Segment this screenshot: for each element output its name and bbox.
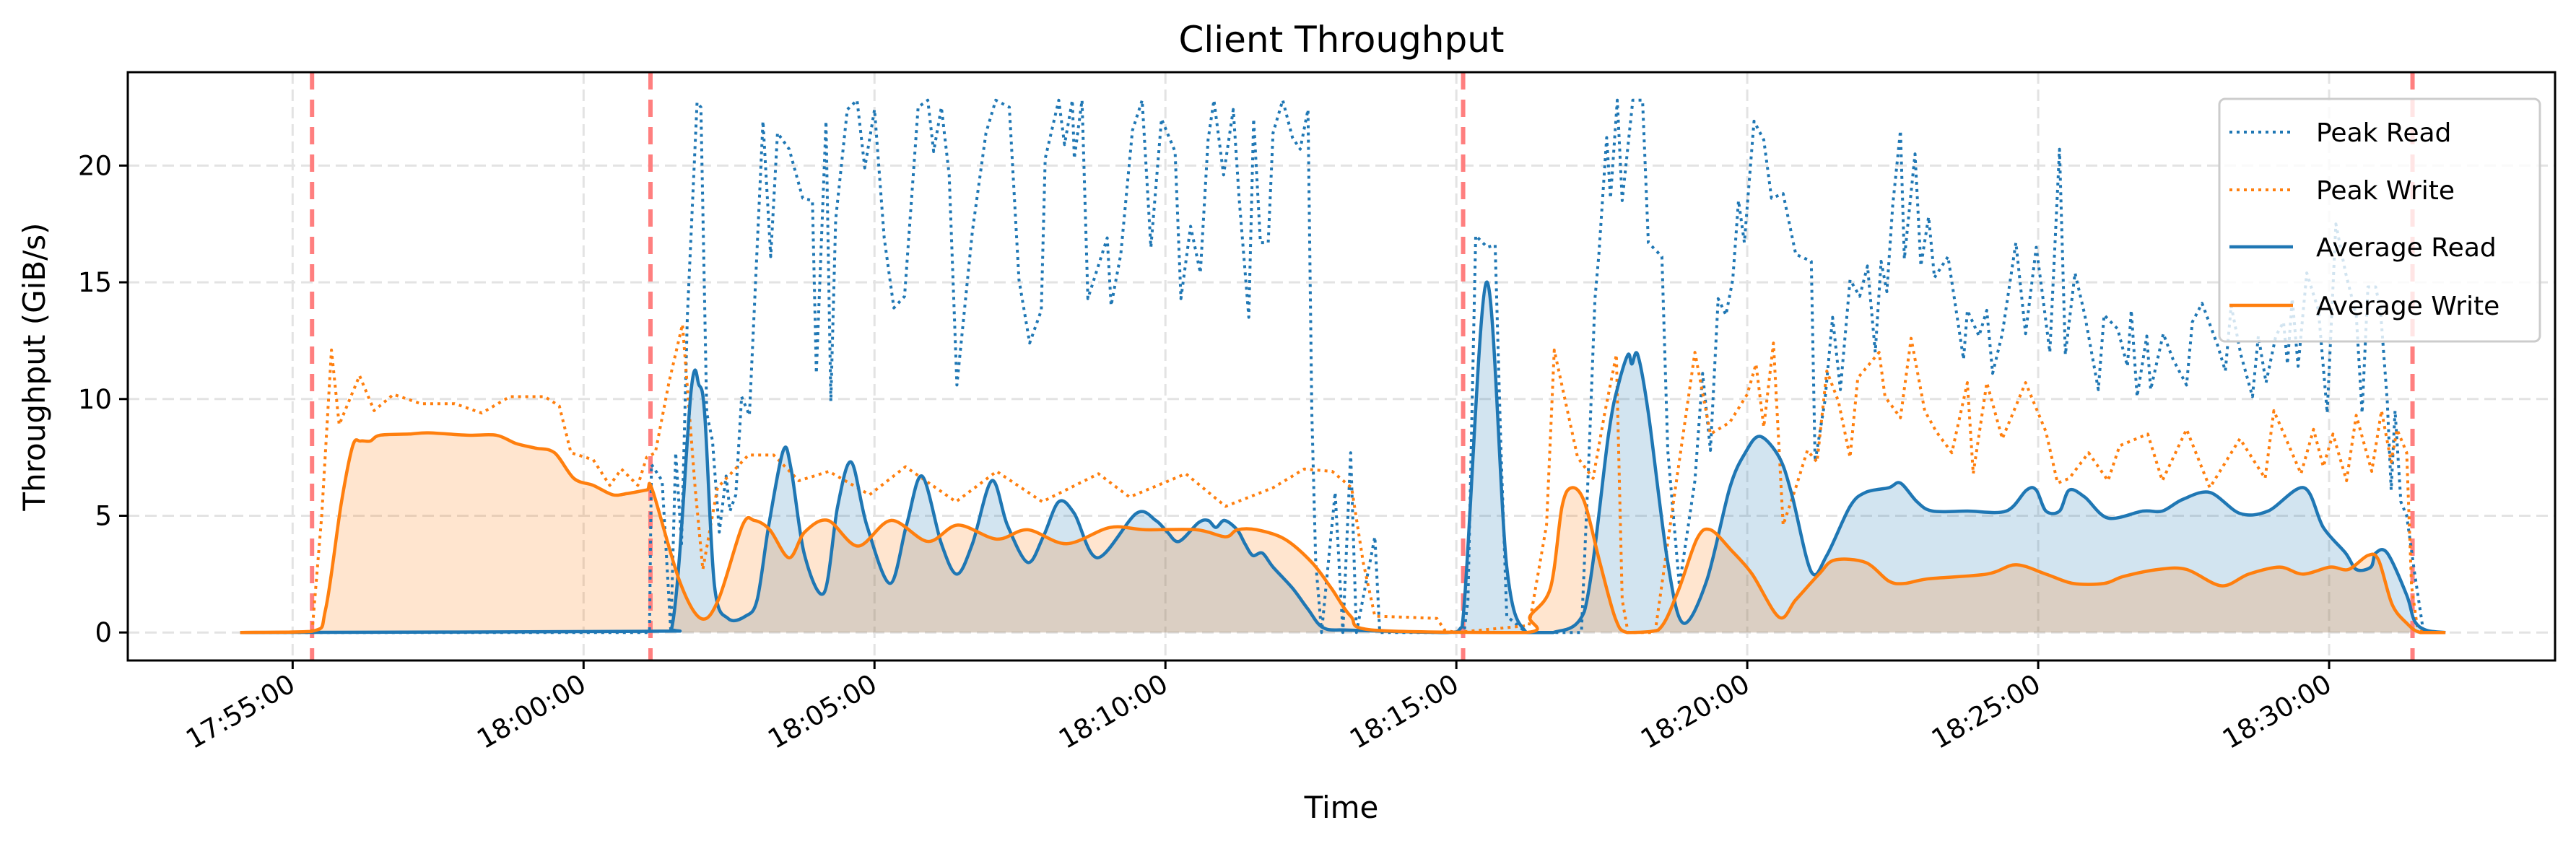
plot-frame: [126, 71, 2557, 662]
legend-label-average-read: Average Read: [2316, 233, 2497, 263]
y-axis-ticks: 0 5 10 15 20: [78, 150, 128, 648]
legend-box: [2218, 97, 2541, 343]
average-write-area: [240, 432, 2446, 633]
legend: Peak Read Peak Write Average Read Average W…: [2218, 97, 2541, 343]
area-fills: [240, 282, 2446, 633]
average-read-area: [240, 282, 2446, 633]
legend-label-peak-write: Peak Write: [2316, 176, 2455, 206]
average-write-line: [240, 431, 2446, 634]
y-tick-label: 20: [78, 150, 112, 181]
y-tick-label: 15: [78, 267, 112, 298]
y-tick-label: 0: [95, 617, 112, 648]
y-tick-label: 5: [95, 500, 112, 531]
y-tick-label: 10: [78, 384, 112, 415]
legend-label-average-write: Average Write: [2316, 292, 2499, 321]
average-read-line: [240, 280, 2446, 634]
chart-title: Client Throughput: [1178, 19, 1504, 61]
legend-label-peak-read: Peak Read: [2316, 118, 2451, 148]
x-axis-label: Time: [1304, 790, 1379, 825]
y-axis-label: Throughput (GiB/s): [17, 222, 52, 511]
series-lines: [240, 98, 2446, 634]
peak-read-line: [240, 98, 2432, 634]
grid-lines: [128, 72, 2555, 660]
peak-write-line: [240, 323, 2427, 634]
